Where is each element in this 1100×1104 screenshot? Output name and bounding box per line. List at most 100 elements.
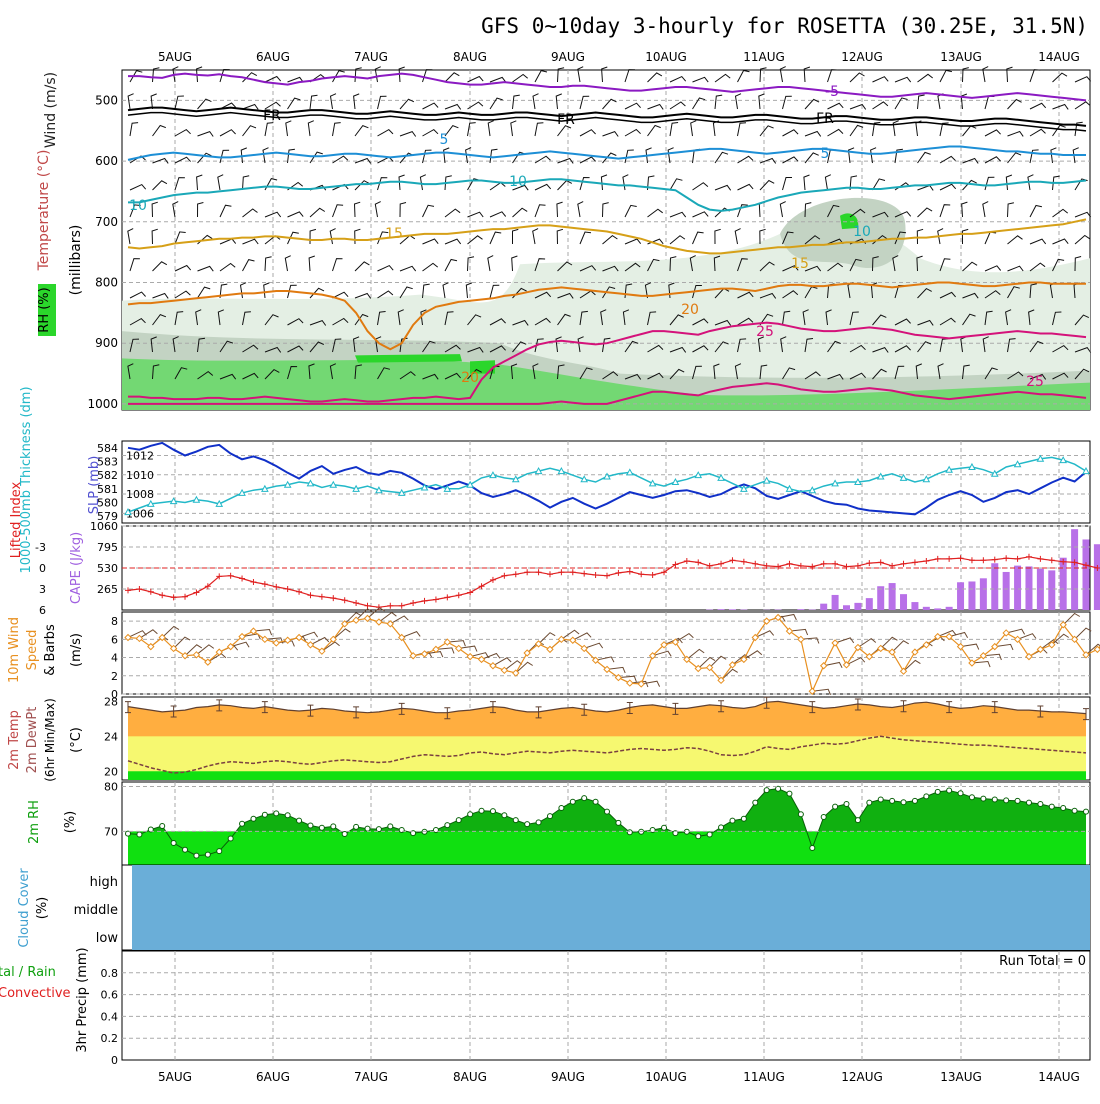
day-label-top-14AUG: 14AUG	[1038, 50, 1080, 64]
slp-tick-1008: 1008	[126, 488, 154, 501]
cape-bar-67	[889, 583, 896, 610]
cloud-level-low: low	[96, 931, 119, 946]
contour-label-1: FR	[557, 112, 575, 128]
contour-label-3: 5	[440, 132, 449, 148]
cape-bar-65	[866, 598, 873, 610]
rh2m-marker-18	[331, 824, 336, 829]
rh2m-marker-31	[479, 808, 484, 813]
li-tick--3: -3	[35, 541, 46, 554]
dew2m-low-band	[128, 771, 1086, 780]
rh2m-marker-73	[958, 791, 963, 796]
day-label-top-11AUG: 11AUG	[743, 50, 785, 64]
pressure-tick-600: 600	[95, 154, 118, 168]
cape-bar-71	[934, 608, 941, 610]
rh2m-marker-41	[593, 799, 598, 804]
rh2m-marker-59	[798, 812, 803, 817]
rh2m-marker-60	[810, 845, 815, 850]
day-label-bottom-13AUG: 13AUG	[940, 1070, 982, 1084]
cape-bar-59	[797, 609, 804, 610]
rh2m-marker-43	[616, 820, 621, 825]
rh2m-marker-77	[1004, 798, 1009, 803]
contour-label-0: FR	[263, 108, 281, 124]
rh2m-marker-40	[582, 796, 587, 801]
rh2m-marker-7	[205, 852, 210, 857]
wind10-tick-8: 8	[111, 615, 118, 628]
day-label-top-12AUG: 12AUG	[841, 50, 883, 64]
rh2m-tick-80: 80	[104, 780, 118, 793]
day-label-bottom-6AUG: 6AUG	[256, 1070, 290, 1084]
pressure-tick-900: 900	[95, 336, 118, 350]
day-label-bottom-7AUG: 7AUG	[354, 1070, 388, 1084]
cloud-level-middle: middle	[74, 903, 118, 918]
day-label-bottom-12AUG: 12AUG	[841, 1070, 883, 1084]
rh2m-marker-44	[627, 830, 632, 835]
panel-temp2m-label-2: 2m DewPt	[25, 707, 40, 774]
cape-bar-63	[843, 605, 850, 610]
day-label-bottom-9AUG: 9AUG	[551, 1070, 585, 1084]
rh2m-marker-23	[388, 824, 393, 829]
rh2m-marker-83	[1072, 808, 1077, 813]
cape-bar-64	[854, 603, 861, 610]
panel-precip-frame	[122, 951, 1090, 1060]
panel-precip-total-label: tal / Rain	[0, 965, 56, 980]
cape-bar-62	[832, 595, 839, 610]
rh2m-marker-11	[251, 816, 256, 821]
rh2m-marker-35	[525, 822, 530, 827]
precip-tick-0.4: 0.4	[101, 1010, 119, 1023]
panel-slp-label: SLP (mb)	[87, 456, 102, 515]
panel-section-mb-label: (millibars)	[68, 225, 84, 296]
rh2m-marker-42	[605, 809, 610, 814]
li-tick-0: 0	[39, 562, 46, 575]
cape-tick-1060: 1060	[90, 520, 118, 533]
cape-bar-83	[1071, 529, 1078, 610]
thick-tick-584: 584	[97, 442, 118, 455]
precip-tick-0: 0	[111, 1054, 118, 1067]
panel-section-temp-label: Temperature (°C)	[36, 150, 52, 272]
panel-temp2m-label-3: (6hr Min/Max)	[43, 698, 57, 782]
rh2m-marker-36	[536, 820, 541, 825]
rh2m-marker-4	[171, 841, 176, 846]
cape-bar-82	[1060, 558, 1067, 610]
rh2m-marker-80	[1038, 801, 1043, 806]
rh2m-marker-19	[342, 832, 347, 837]
pressure-tick-700: 700	[95, 215, 118, 229]
page-title: GFS 0~10day 3-hourly for ROSETTA (30.25E…	[481, 14, 1088, 38]
rh2m-marker-67	[890, 798, 895, 803]
pressure-tick-500: 500	[95, 93, 118, 107]
rh2m-marker-8	[217, 849, 222, 854]
rh2m-marker-34	[513, 818, 518, 823]
slp-tick-1010: 1010	[126, 469, 154, 482]
rh2m-marker-62	[833, 804, 838, 809]
rh2m-marker-51	[707, 832, 712, 837]
panel-section-wind-label: Wind (m/s)	[43, 72, 59, 148]
day-label-top-9AUG: 9AUG	[551, 50, 585, 64]
cape-bar-52	[718, 609, 725, 610]
contour-label-11: 20	[681, 302, 699, 318]
cape-bar-75	[980, 578, 987, 610]
rh2m-marker-21	[365, 826, 370, 831]
cape-bar-85	[1094, 544, 1100, 610]
contour-label-8: 15	[385, 226, 403, 242]
rh2m-marker-17	[319, 825, 324, 830]
rh2m-marker-75	[981, 796, 986, 801]
rh2m-tick-70: 70	[104, 825, 118, 838]
cloud-cover-area	[132, 865, 1090, 950]
rh2m-marker-28	[445, 823, 450, 828]
rh2m-marker-47	[662, 825, 667, 830]
pressure-tick-800: 800	[95, 276, 118, 290]
rh2m-marker-9	[228, 836, 233, 841]
cape-bar-78	[1014, 566, 1021, 610]
day-label-top-13AUG: 13AUG	[940, 50, 982, 64]
cape-bar-53	[729, 609, 736, 610]
day-label-top-8AUG: 8AUG	[453, 50, 487, 64]
rh2m-marker-81	[1049, 804, 1054, 809]
contour-label-12: 25	[756, 324, 774, 340]
rh2m-marker-30	[468, 812, 473, 817]
day-label-top-6AUG: 6AUG	[256, 50, 290, 64]
rh2m-marker-84	[1084, 809, 1089, 814]
cape-bar-79	[1025, 566, 1032, 610]
panel-precip-label: 3hr Precip (mm)	[75, 947, 90, 1052]
contour-label-5: 10	[509, 174, 527, 190]
panel-wind10-frame	[122, 612, 1090, 694]
rh-shade-bright	[355, 354, 462, 363]
